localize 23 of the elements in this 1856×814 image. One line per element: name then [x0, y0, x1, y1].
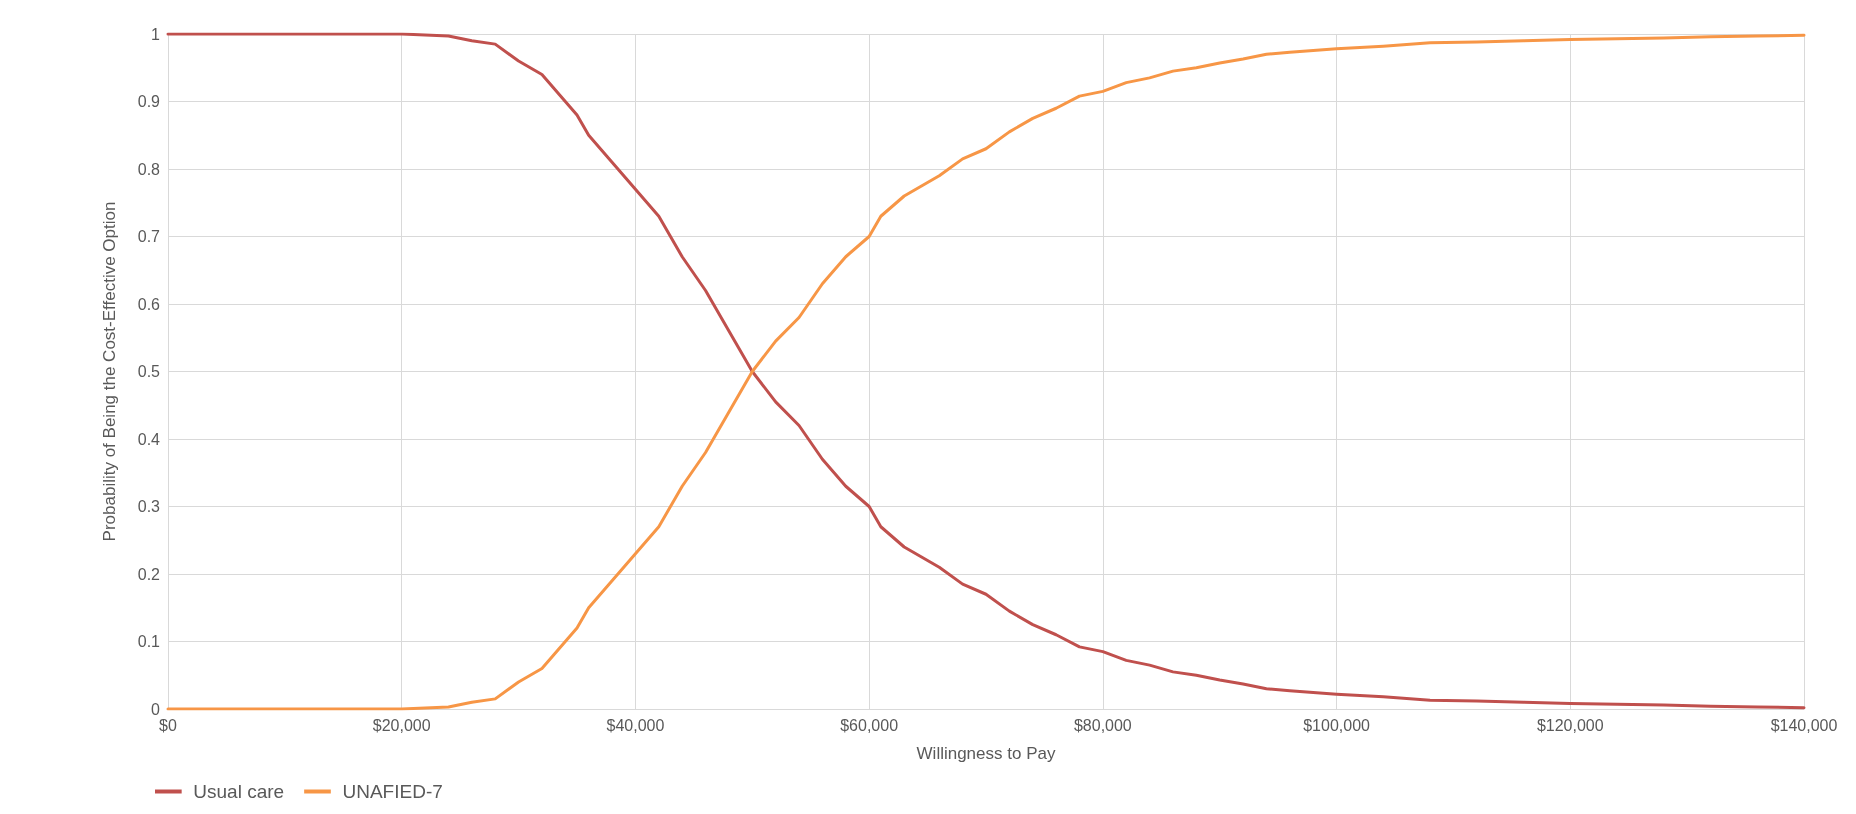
y-tick-label: 0.8: [137, 160, 161, 178]
y-tick-label: 1: [151, 25, 161, 43]
y-tick-label: 0.2: [137, 565, 161, 583]
y-tick-label: 0.7: [137, 228, 161, 245]
x-tick-label: $20,000: [372, 716, 431, 734]
x-tick-label: $40,000: [606, 716, 665, 734]
y-tick-label: 0.4: [137, 430, 161, 448]
y-tick-label: 0.1: [137, 633, 161, 650]
legend-label: Usual care: [193, 781, 285, 802]
y-tick-label: 0.6: [137, 295, 161, 313]
y-axis-title: Probability of Being the Cost-Effective Option: [100, 201, 119, 542]
y-tick-label: 0: [151, 700, 161, 718]
y-tick-label: 0.9: [137, 93, 161, 110]
x-tick-label: $140,000: [1770, 716, 1838, 734]
x-tick-label: $80,000: [1073, 716, 1132, 734]
x-axis-title: Willingness to Pay: [916, 744, 1056, 763]
y-tick-label: 0.3: [137, 498, 161, 515]
x-tick-label: $120,000: [1536, 716, 1604, 734]
x-tick-label: $0: [159, 716, 177, 734]
legend-label: UNAFIED-7: [342, 781, 443, 802]
x-tick-label: $60,000: [840, 716, 899, 734]
x-tick-label: $100,000: [1303, 716, 1371, 734]
y-tick-label: 0.5: [137, 363, 161, 380]
